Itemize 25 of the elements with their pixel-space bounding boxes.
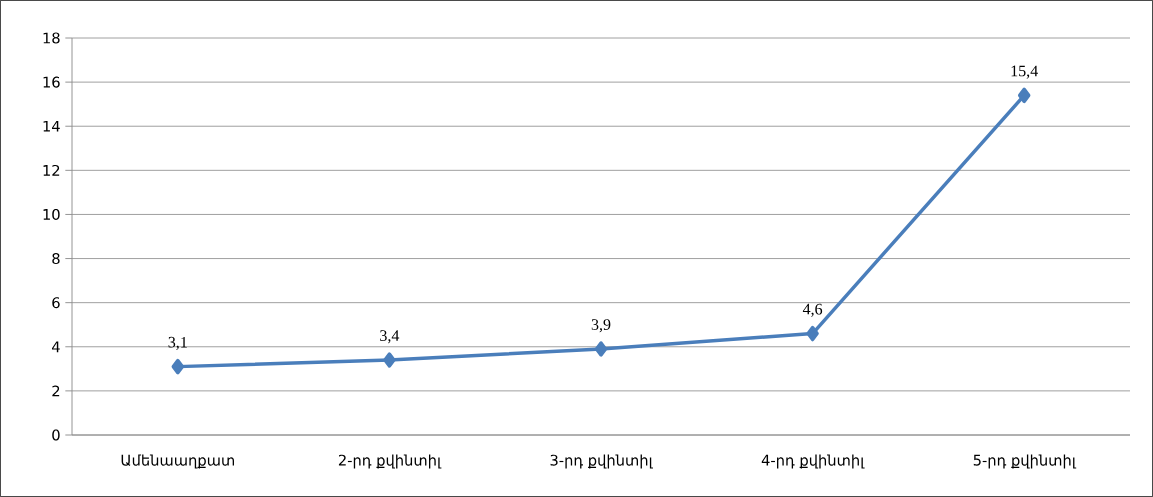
y-tick-label: 6 (52, 297, 60, 309)
y-tick-label: 0 (52, 429, 60, 441)
x-tick-label: 5-րդ քվինտիլ (973, 454, 1077, 469)
data-label: 3,1 (168, 336, 187, 350)
y-tick-label: 2 (52, 385, 60, 397)
point (594, 341, 608, 357)
y-tick-label: 18 (43, 32, 60, 44)
point (1017, 87, 1031, 104)
y-tick-label: 10 (43, 208, 60, 220)
point (171, 358, 185, 375)
x-tick-label: 3-րդ քվինտիլ (550, 454, 653, 469)
data-label: 4,6 (802, 303, 823, 317)
point (383, 352, 396, 368)
x-tick-label: 4-րդ քվինտիլ (761, 454, 865, 469)
x-tick-label: Ամենաաղքատ (121, 454, 234, 469)
y-tick-label: 4 (52, 341, 60, 353)
y-tick-label: 16 (43, 76, 60, 88)
y-tick-label: 14 (43, 120, 60, 132)
point (806, 325, 819, 342)
data-label: 15,4 (1011, 65, 1038, 79)
data-label: 3,9 (591, 319, 611, 333)
x-tick-label: 2-րդ քվինտիլ (338, 454, 442, 469)
data-label: 3,4 (380, 330, 400, 344)
y-tick-label: 8 (52, 253, 60, 265)
y-tick-label: 12 (43, 164, 60, 176)
